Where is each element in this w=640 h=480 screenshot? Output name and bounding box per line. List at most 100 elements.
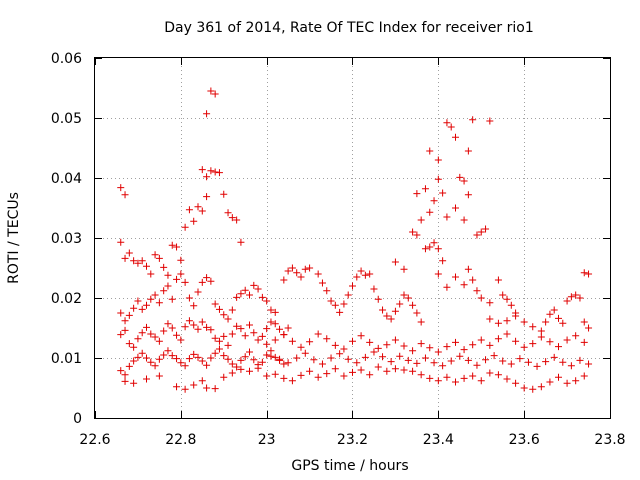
data-point (461, 217, 468, 224)
data-point (435, 176, 442, 183)
y-tick-label: 0.03 (51, 231, 82, 247)
data-point (250, 282, 257, 289)
data-point (512, 338, 519, 345)
data-point (173, 383, 180, 390)
y-axis-label: ROTI / TECUs (6, 192, 22, 284)
data-point (383, 368, 390, 375)
data-point (585, 325, 592, 332)
data-point (164, 272, 171, 279)
data-point (546, 338, 553, 345)
data-point (203, 385, 210, 392)
data-point (542, 319, 549, 326)
data-point (143, 302, 150, 309)
scatter-chart: Day 361 of 2014, Rate Of TEC Index for r… (0, 0, 640, 480)
data-point (353, 359, 360, 366)
data-point (461, 178, 468, 185)
data-point (186, 317, 193, 324)
data-point (229, 331, 236, 338)
data-point (383, 313, 390, 320)
data-point (289, 338, 296, 345)
data-point (190, 322, 197, 329)
data-point (439, 190, 446, 197)
data-point (362, 354, 369, 361)
data-point (508, 361, 515, 368)
data-point (358, 268, 365, 275)
data-point (572, 332, 579, 339)
data-point (336, 350, 343, 357)
data-point (534, 363, 541, 370)
data-point (207, 278, 214, 285)
x-tick-label: 23 (258, 432, 276, 448)
data-point (452, 274, 459, 281)
data-point (521, 344, 528, 351)
data-point (529, 340, 536, 347)
data-point (465, 148, 472, 155)
data-point (122, 378, 129, 385)
data-point (199, 377, 206, 384)
data-point (250, 356, 257, 363)
data-point (203, 193, 210, 200)
data-point (413, 190, 420, 197)
data-point (267, 353, 274, 360)
x-tick-label: 22.6 (79, 432, 110, 448)
y-tick-label: 0.02 (51, 291, 82, 307)
data-point (242, 353, 249, 360)
data-point (443, 374, 450, 381)
data-point (559, 359, 566, 366)
data-point (332, 365, 339, 372)
data-point (443, 343, 450, 350)
data-point (443, 214, 450, 221)
data-point (160, 328, 167, 335)
data-point (242, 332, 249, 339)
data-point (469, 373, 476, 380)
data-point (370, 349, 377, 356)
data-point (392, 308, 399, 315)
data-point (443, 284, 450, 291)
data-point (263, 298, 270, 305)
data-point (572, 292, 579, 299)
data-point (220, 374, 227, 381)
data-point (147, 296, 154, 303)
data-point (233, 294, 240, 301)
data-point (328, 298, 335, 305)
data-point (259, 294, 266, 301)
data-point (323, 370, 330, 377)
data-point (435, 271, 442, 278)
data-point (418, 340, 425, 347)
data-point (358, 367, 365, 374)
data-point (452, 339, 459, 346)
data-point (229, 361, 236, 368)
y-tick-label: 0.01 (51, 351, 82, 367)
data-point (315, 271, 322, 278)
data-point (310, 356, 317, 363)
data-point (379, 307, 386, 314)
data-point (349, 283, 356, 290)
data-point (469, 277, 476, 284)
data-point (122, 317, 129, 324)
data-point (388, 358, 395, 365)
y-tick-label: 0.05 (51, 111, 82, 127)
data-point (538, 328, 545, 335)
data-point (405, 357, 412, 364)
data-point (379, 353, 386, 360)
data-point (473, 362, 480, 369)
data-point (340, 373, 347, 380)
data-point (413, 232, 420, 239)
data-point (401, 343, 408, 350)
data-point (426, 148, 433, 155)
data-point (263, 373, 270, 380)
data-point (272, 371, 279, 378)
data-point (173, 332, 180, 339)
data-point (225, 356, 232, 363)
x-tick-label: 23.4 (423, 432, 454, 448)
data-point (564, 380, 571, 387)
data-point (538, 334, 545, 341)
data-point (345, 292, 352, 299)
data-point (486, 299, 493, 306)
data-point (289, 377, 296, 384)
data-point (164, 283, 171, 290)
data-point (280, 277, 287, 284)
data-point (478, 377, 485, 384)
data-point (576, 295, 583, 302)
data-point (426, 344, 433, 351)
